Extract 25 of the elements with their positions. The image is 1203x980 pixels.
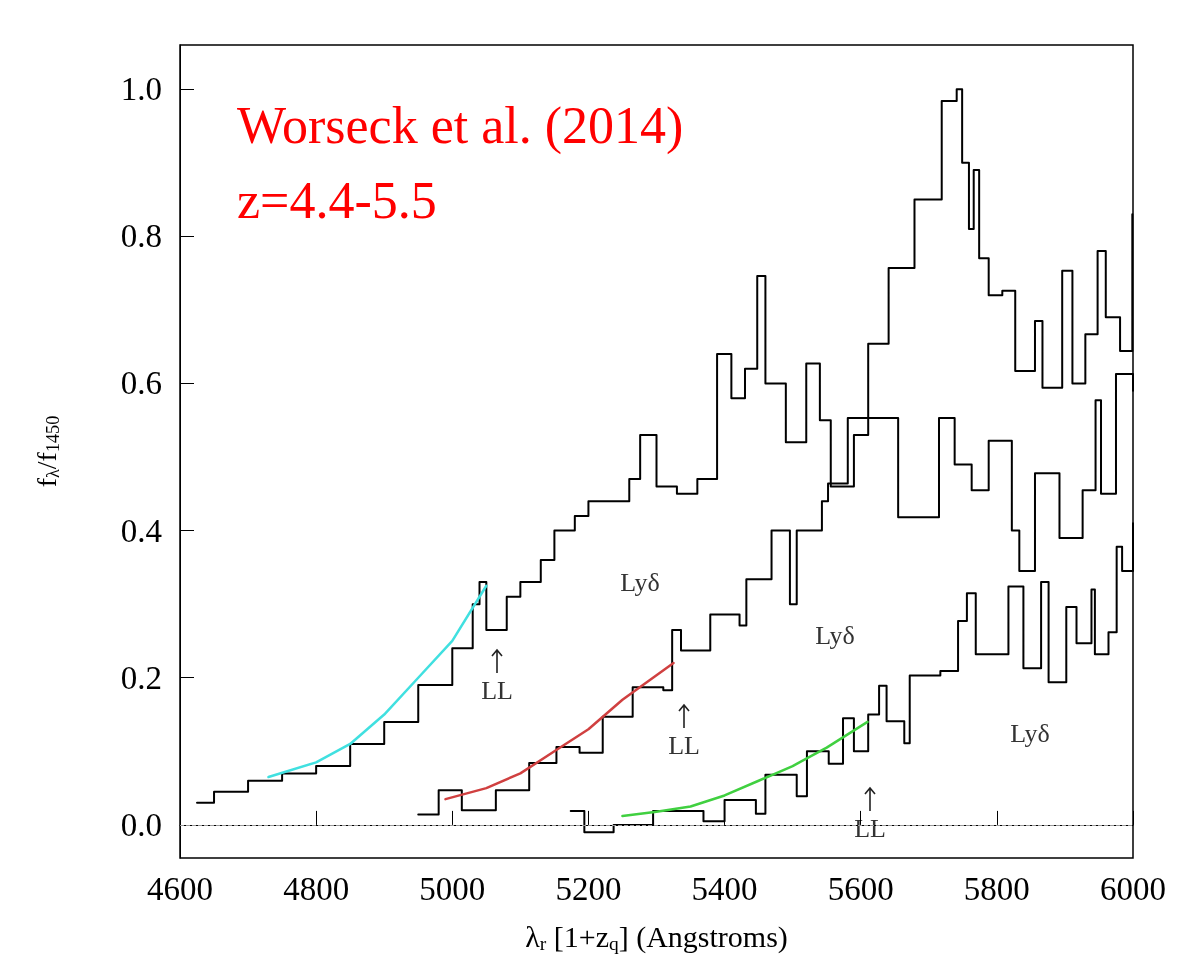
y-tick-label: 1.0 xyxy=(120,71,162,108)
annotation: z=4.4-5.5 xyxy=(237,171,437,229)
x-tick-label: 5800 xyxy=(963,870,1030,907)
annotation: Lyδ xyxy=(815,620,855,650)
line-series xyxy=(621,720,869,818)
y-tick-label: 0.0 xyxy=(120,806,162,843)
x-tick-label: 5000 xyxy=(419,870,486,907)
x-tick-label: 5600 xyxy=(827,870,894,907)
annotation: Lyδ xyxy=(1010,718,1050,748)
x-tick-label: 4600 xyxy=(147,870,213,907)
annotation: LL xyxy=(481,675,513,705)
y-tick-label: 0.2 xyxy=(120,659,162,696)
x-tick-label: 5200 xyxy=(555,870,622,907)
annotation: Worseck et al. (2014) xyxy=(237,96,684,155)
x-axis-title: λr [1+zq] (Angstroms) xyxy=(525,920,788,955)
x-tick-label: 6000 xyxy=(1100,870,1166,907)
y-tick-label: 0.8 xyxy=(120,218,162,255)
x-tick-label: 4800 xyxy=(283,870,350,907)
annotation: Lyδ xyxy=(620,567,660,597)
y-tick-label: 0.4 xyxy=(120,512,162,549)
annotation: LL xyxy=(854,813,886,843)
x-tick-label: 5400 xyxy=(691,870,758,907)
y-axis-title: fλ/f1450 xyxy=(31,415,63,488)
annotation: LL xyxy=(668,730,700,760)
y-tick-label: 0.6 xyxy=(120,365,162,402)
